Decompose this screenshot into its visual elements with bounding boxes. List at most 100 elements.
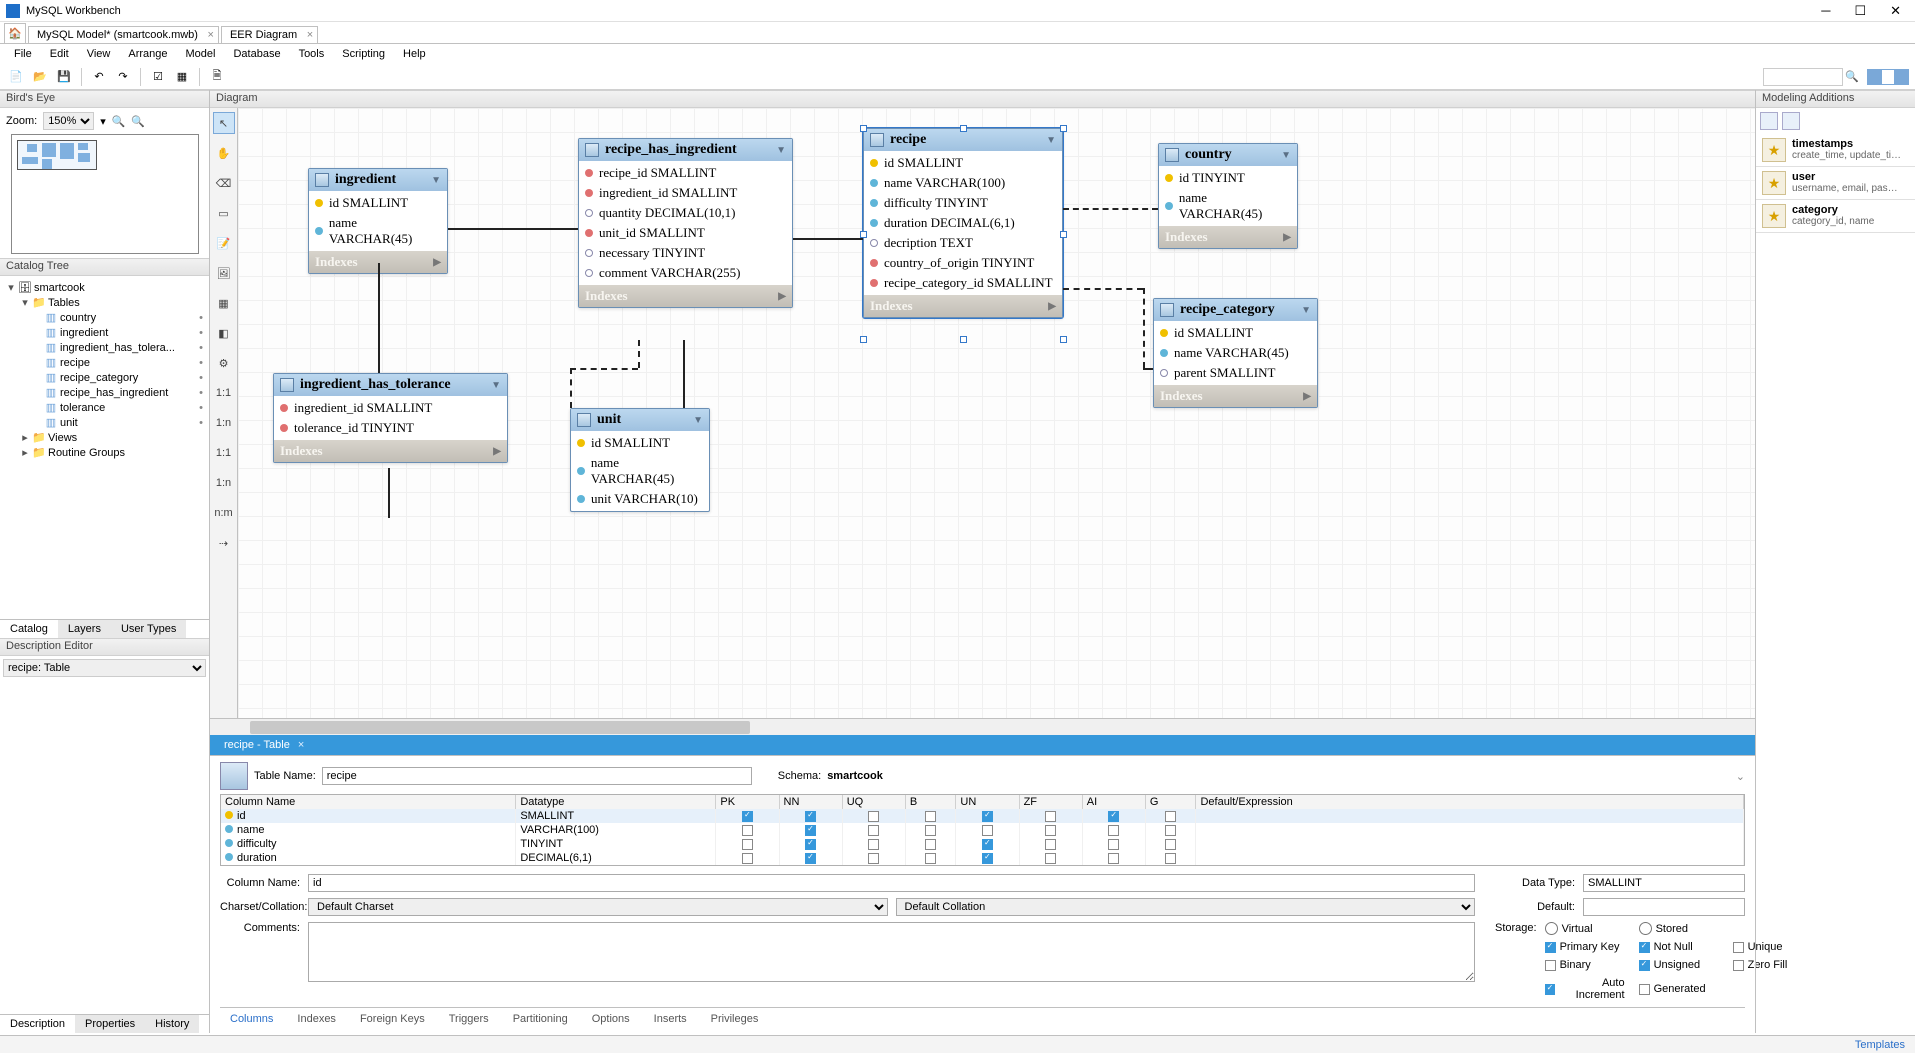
close-button[interactable]: ✕ — [1890, 3, 1901, 19]
entity-recipe_has_ingredient[interactable]: recipe_has_ingredient▼ recipe_id SMALLIN… — [578, 138, 793, 308]
menu-help[interactable]: Help — [395, 46, 434, 62]
tree-table-item[interactable]: ▥ingredient• — [6, 325, 203, 340]
table-name-input[interactable] — [322, 767, 752, 785]
menu-edit[interactable]: Edit — [42, 46, 77, 62]
tool-rel-11[interactable]: 1:1 — [213, 382, 235, 404]
addition-item[interactable]: ★categorycategory_id, name — [1756, 200, 1915, 233]
tab-triggers[interactable]: Triggers — [439, 1011, 499, 1027]
maximize-button[interactable]: ☐ — [1854, 3, 1866, 19]
panel-right-button[interactable] — [1895, 69, 1909, 85]
menu-model[interactable]: Model — [178, 46, 224, 62]
tool-note[interactable]: 📝 — [213, 232, 235, 254]
charset-select[interactable]: Default Charset — [308, 898, 888, 916]
grid-button[interactable]: ▦ — [172, 67, 192, 87]
tree-table-item[interactable]: ▥recipe• — [6, 355, 203, 370]
menu-view[interactable]: View — [79, 46, 119, 62]
redo-button[interactable]: ↷ — [113, 67, 133, 87]
tab-inserts[interactable]: Inserts — [644, 1011, 697, 1027]
tree-table-item[interactable]: ▥recipe_category• — [6, 370, 203, 385]
diagram-canvas[interactable]: ingredient▼ id SMALLINTname VARCHAR(45)I… — [238, 108, 1755, 718]
file-tab[interactable]: MySQL Model* (smartcook.mwb) × — [28, 26, 219, 43]
menu-tools[interactable]: Tools — [291, 46, 333, 62]
file-tab[interactable]: EER Diagram × — [221, 26, 318, 43]
columns-grid[interactable]: Column NameDatatypePKNNUQBUNZFAIGDefault… — [220, 794, 1745, 866]
horizontal-scrollbar[interactable] — [210, 718, 1755, 735]
opt-unsigned[interactable]: Unsigned — [1639, 959, 1719, 971]
tool-table[interactable]: ▦ — [213, 292, 235, 314]
default-input[interactable] — [1583, 898, 1745, 916]
zoom-out-icon[interactable]: 🔍 — [131, 115, 145, 128]
entity-recipe[interactable]: recipe▼ id SMALLINTname VARCHAR(100)diff… — [863, 128, 1063, 318]
tool-hand[interactable]: ✋ — [213, 142, 235, 164]
entity-unit[interactable]: unit▼ id SMALLINTname VARCHAR(45)unit VA… — [570, 408, 710, 512]
close-icon[interactable]: × — [298, 739, 304, 751]
opt-binary[interactable]: Binary — [1545, 959, 1625, 971]
addition-item[interactable]: ★timestampscreate_time, update_time — [1756, 134, 1915, 167]
column-name-input[interactable] — [308, 874, 1475, 892]
close-icon[interactable]: × — [208, 29, 214, 41]
tree-table-item[interactable]: ▥unit• — [6, 415, 203, 430]
tool-erase[interactable]: ⌫ — [213, 172, 235, 194]
minimize-button[interactable]: ─ — [1821, 3, 1830, 19]
column-row[interactable]: difficulty TINYINT — [221, 837, 1744, 851]
opt-generated[interactable]: Generated — [1639, 977, 1719, 1001]
menu-scripting[interactable]: Scripting — [334, 46, 393, 62]
validate-button[interactable]: ☑ — [148, 67, 168, 87]
column-row[interactable]: duration DECIMAL(6,1) — [221, 851, 1744, 865]
tool-pointer[interactable]: ↖ — [213, 112, 235, 134]
open-button[interactable]: 📂 — [30, 67, 50, 87]
tree-schema[interactable]: ▾🗄smartcook — [6, 280, 203, 295]
opt-virtual[interactable]: Virtual — [1545, 922, 1625, 935]
minimap[interactable] — [11, 134, 199, 254]
column-row[interactable]: id SMALLINT — [221, 809, 1744, 823]
collapse-icon[interactable]: ⌄ — [1736, 770, 1745, 783]
tab-privileges[interactable]: Privileges — [701, 1011, 769, 1027]
search-input[interactable] — [1763, 68, 1843, 86]
description-select[interactable]: recipe: Table — [3, 659, 206, 677]
tool-rel-nm[interactable]: n:m — [213, 502, 235, 524]
menu-database[interactable]: Database — [225, 46, 288, 62]
tab-usertypes[interactable]: User Types — [111, 620, 186, 638]
tree-table-item[interactable]: ▥recipe_has_ingredient• — [6, 385, 203, 400]
home-tab[interactable]: 🏠 — [4, 23, 26, 43]
tree-table-item[interactable]: ▥country• — [6, 310, 203, 325]
datatype-input[interactable] — [1583, 874, 1745, 892]
tree-table-item[interactable]: ▥tolerance• — [6, 400, 203, 415]
tab-properties[interactable]: Properties — [75, 1015, 145, 1033]
tab-description[interactable]: Description — [0, 1015, 75, 1033]
templates-link[interactable]: Templates — [1855, 1039, 1905, 1051]
addition-item[interactable]: ★userusername, email, passwor... — [1756, 167, 1915, 200]
additions-view-grid[interactable] — [1760, 112, 1778, 130]
tab-history[interactable]: History — [145, 1015, 199, 1033]
collation-select[interactable]: Default Collation — [896, 898, 1476, 916]
entity-country[interactable]: country▼ id TINYINTname VARCHAR(45)Index… — [1158, 143, 1298, 249]
entity-ingredient[interactable]: ingredient▼ id SMALLINTname VARCHAR(45)I… — [308, 168, 448, 274]
tab-columns[interactable]: Columns — [220, 1011, 283, 1027]
search-icon[interactable]: 🔍 — [1845, 70, 1859, 83]
tree-table-item[interactable]: ▥ingredient_has_tolera...• — [6, 340, 203, 355]
opt-autoinc[interactable]: Auto Increment — [1545, 977, 1625, 1001]
undo-button[interactable]: ↶ — [89, 67, 109, 87]
tool-view[interactable]: ◧ — [213, 322, 235, 344]
editor-tab[interactable]: recipe - Table× — [214, 737, 314, 753]
tree-routines[interactable]: ▸📁Routine Groups — [6, 445, 203, 460]
save-button[interactable]: 💾 — [54, 67, 74, 87]
entity-recipe_category[interactable]: recipe_category▼ id SMALLINTname VARCHAR… — [1153, 298, 1318, 408]
panel-left-button[interactable] — [1867, 69, 1881, 85]
tool-rel-1n[interactable]: 1:n — [213, 412, 235, 434]
menu-file[interactable]: File — [6, 46, 40, 62]
tab-options[interactable]: Options — [582, 1011, 640, 1027]
menu-arrange[interactable]: Arrange — [120, 46, 175, 62]
panel-center-button[interactable] — [1881, 69, 1895, 85]
new-button[interactable]: 📄 — [6, 67, 26, 87]
additions-view-list[interactable] — [1782, 112, 1800, 130]
column-row[interactable]: name VARCHAR(100) — [221, 823, 1744, 837]
tool-rel-existing[interactable]: ⇢ — [213, 532, 235, 554]
tool-rel-11i[interactable]: 1:1 — [213, 442, 235, 464]
zoom-in-icon[interactable]: 🔍 — [112, 115, 126, 128]
tree-tables[interactable]: ▾📁Tables — [6, 295, 203, 310]
entity-ingredient_has_tolerance[interactable]: ingredient_has_tolerance▼ ingredient_id … — [273, 373, 508, 463]
tool-layer[interactable]: ▭ — [213, 202, 235, 224]
comments-input[interactable] — [308, 922, 1475, 982]
tool-image[interactable]: 🖼 — [213, 262, 235, 284]
